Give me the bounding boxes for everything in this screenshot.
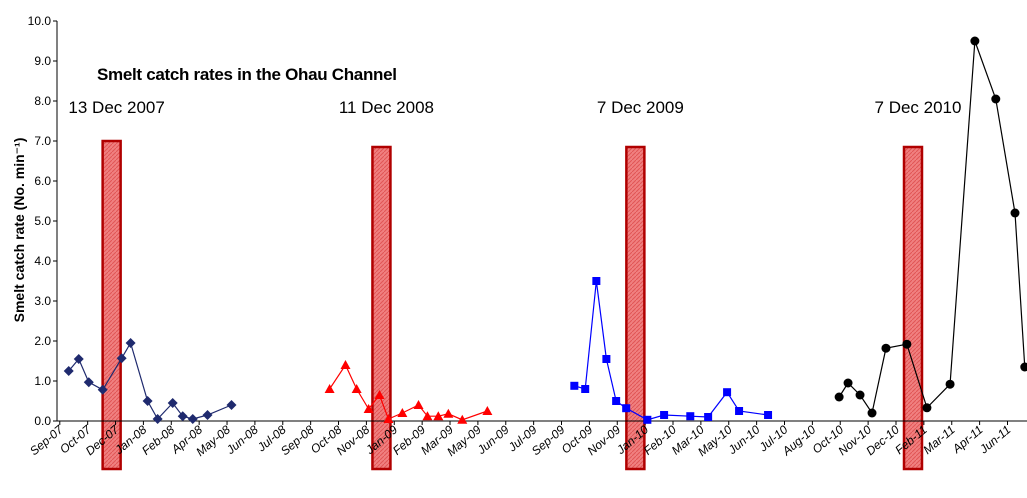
point	[363, 404, 374, 413]
y-tick-label: 9.0	[34, 54, 51, 68]
point	[1020, 362, 1027, 372]
annotation-label: 7 Dec 2009	[597, 98, 684, 117]
point	[73, 354, 84, 364]
y-tick-label: 4.0	[34, 254, 51, 268]
point	[843, 378, 853, 388]
point	[226, 400, 237, 410]
y-tick-label: 2.0	[34, 334, 51, 348]
point	[704, 413, 713, 421]
point	[881, 343, 891, 353]
date-marker	[371, 145, 392, 471]
point	[622, 404, 631, 413]
y-tick-label: 5.0	[34, 214, 51, 228]
point	[142, 396, 153, 406]
point	[643, 415, 652, 424]
point	[443, 408, 454, 418]
point	[351, 384, 362, 393]
point	[581, 385, 590, 393]
point	[413, 400, 424, 409]
point	[922, 403, 932, 413]
point	[177, 411, 188, 422]
point	[324, 384, 335, 393]
y-axis-label: Smelt catch rate (No. min⁻¹)	[11, 138, 27, 323]
point	[764, 411, 773, 419]
x-tick-label: Jun-10	[725, 422, 763, 457]
point	[723, 388, 732, 397]
series-line	[68, 341, 232, 421]
point	[187, 414, 198, 424]
series-line	[574, 280, 769, 421]
date-marker	[625, 145, 646, 471]
x-tick-label: Mar-11	[920, 423, 957, 457]
point	[202, 410, 213, 420]
point	[945, 379, 955, 389]
point	[374, 390, 385, 399]
point	[735, 407, 744, 415]
point	[570, 381, 579, 390]
y-tick-label: 6.0	[34, 174, 51, 188]
point	[612, 397, 621, 405]
point	[970, 36, 980, 46]
point	[602, 355, 611, 363]
point	[422, 411, 433, 421]
y-tick-label: 0.0	[34, 414, 51, 428]
point	[867, 408, 877, 418]
y-tick-label: 3.0	[34, 294, 51, 308]
x-tick-label: Jun-11	[976, 423, 1013, 457]
point	[97, 384, 108, 395]
point	[433, 411, 444, 421]
chart-title: Smelt catch rates in the Ohau Channel	[97, 65, 397, 84]
point	[991, 94, 1001, 104]
point	[83, 377, 94, 388]
point	[592, 277, 601, 285]
point	[855, 390, 865, 400]
point	[167, 398, 178, 408]
point	[482, 406, 493, 415]
point	[902, 339, 912, 349]
point	[383, 414, 394, 423]
x-tick-label: Feb-08	[139, 422, 177, 457]
point	[125, 338, 136, 348]
annotation-label: 11 Dec 2008	[339, 98, 434, 117]
point	[660, 411, 669, 419]
annotation-label: 7 Dec 2010	[875, 98, 962, 117]
annotation-label: 13 Dec 2007	[68, 98, 164, 117]
date-marker	[902, 145, 924, 471]
point	[457, 414, 468, 424]
point	[340, 360, 351, 369]
x-tick-label: Jun-08	[223, 422, 261, 457]
y-tick-label: 8.0	[34, 94, 51, 108]
x-tick-label: Jun-09	[474, 422, 512, 457]
y-tick-label: 10.0	[28, 14, 52, 28]
point	[397, 408, 408, 417]
point	[152, 414, 163, 424]
point	[1010, 208, 1020, 218]
y-tick-label: 1.0	[34, 374, 51, 388]
point	[63, 366, 74, 376]
point	[116, 353, 127, 364]
y-tick-label: 7.0	[34, 134, 51, 148]
point	[834, 392, 844, 402]
point	[686, 412, 695, 421]
x-tick-label: Apr-11	[949, 423, 986, 457]
date-marker	[101, 139, 122, 471]
